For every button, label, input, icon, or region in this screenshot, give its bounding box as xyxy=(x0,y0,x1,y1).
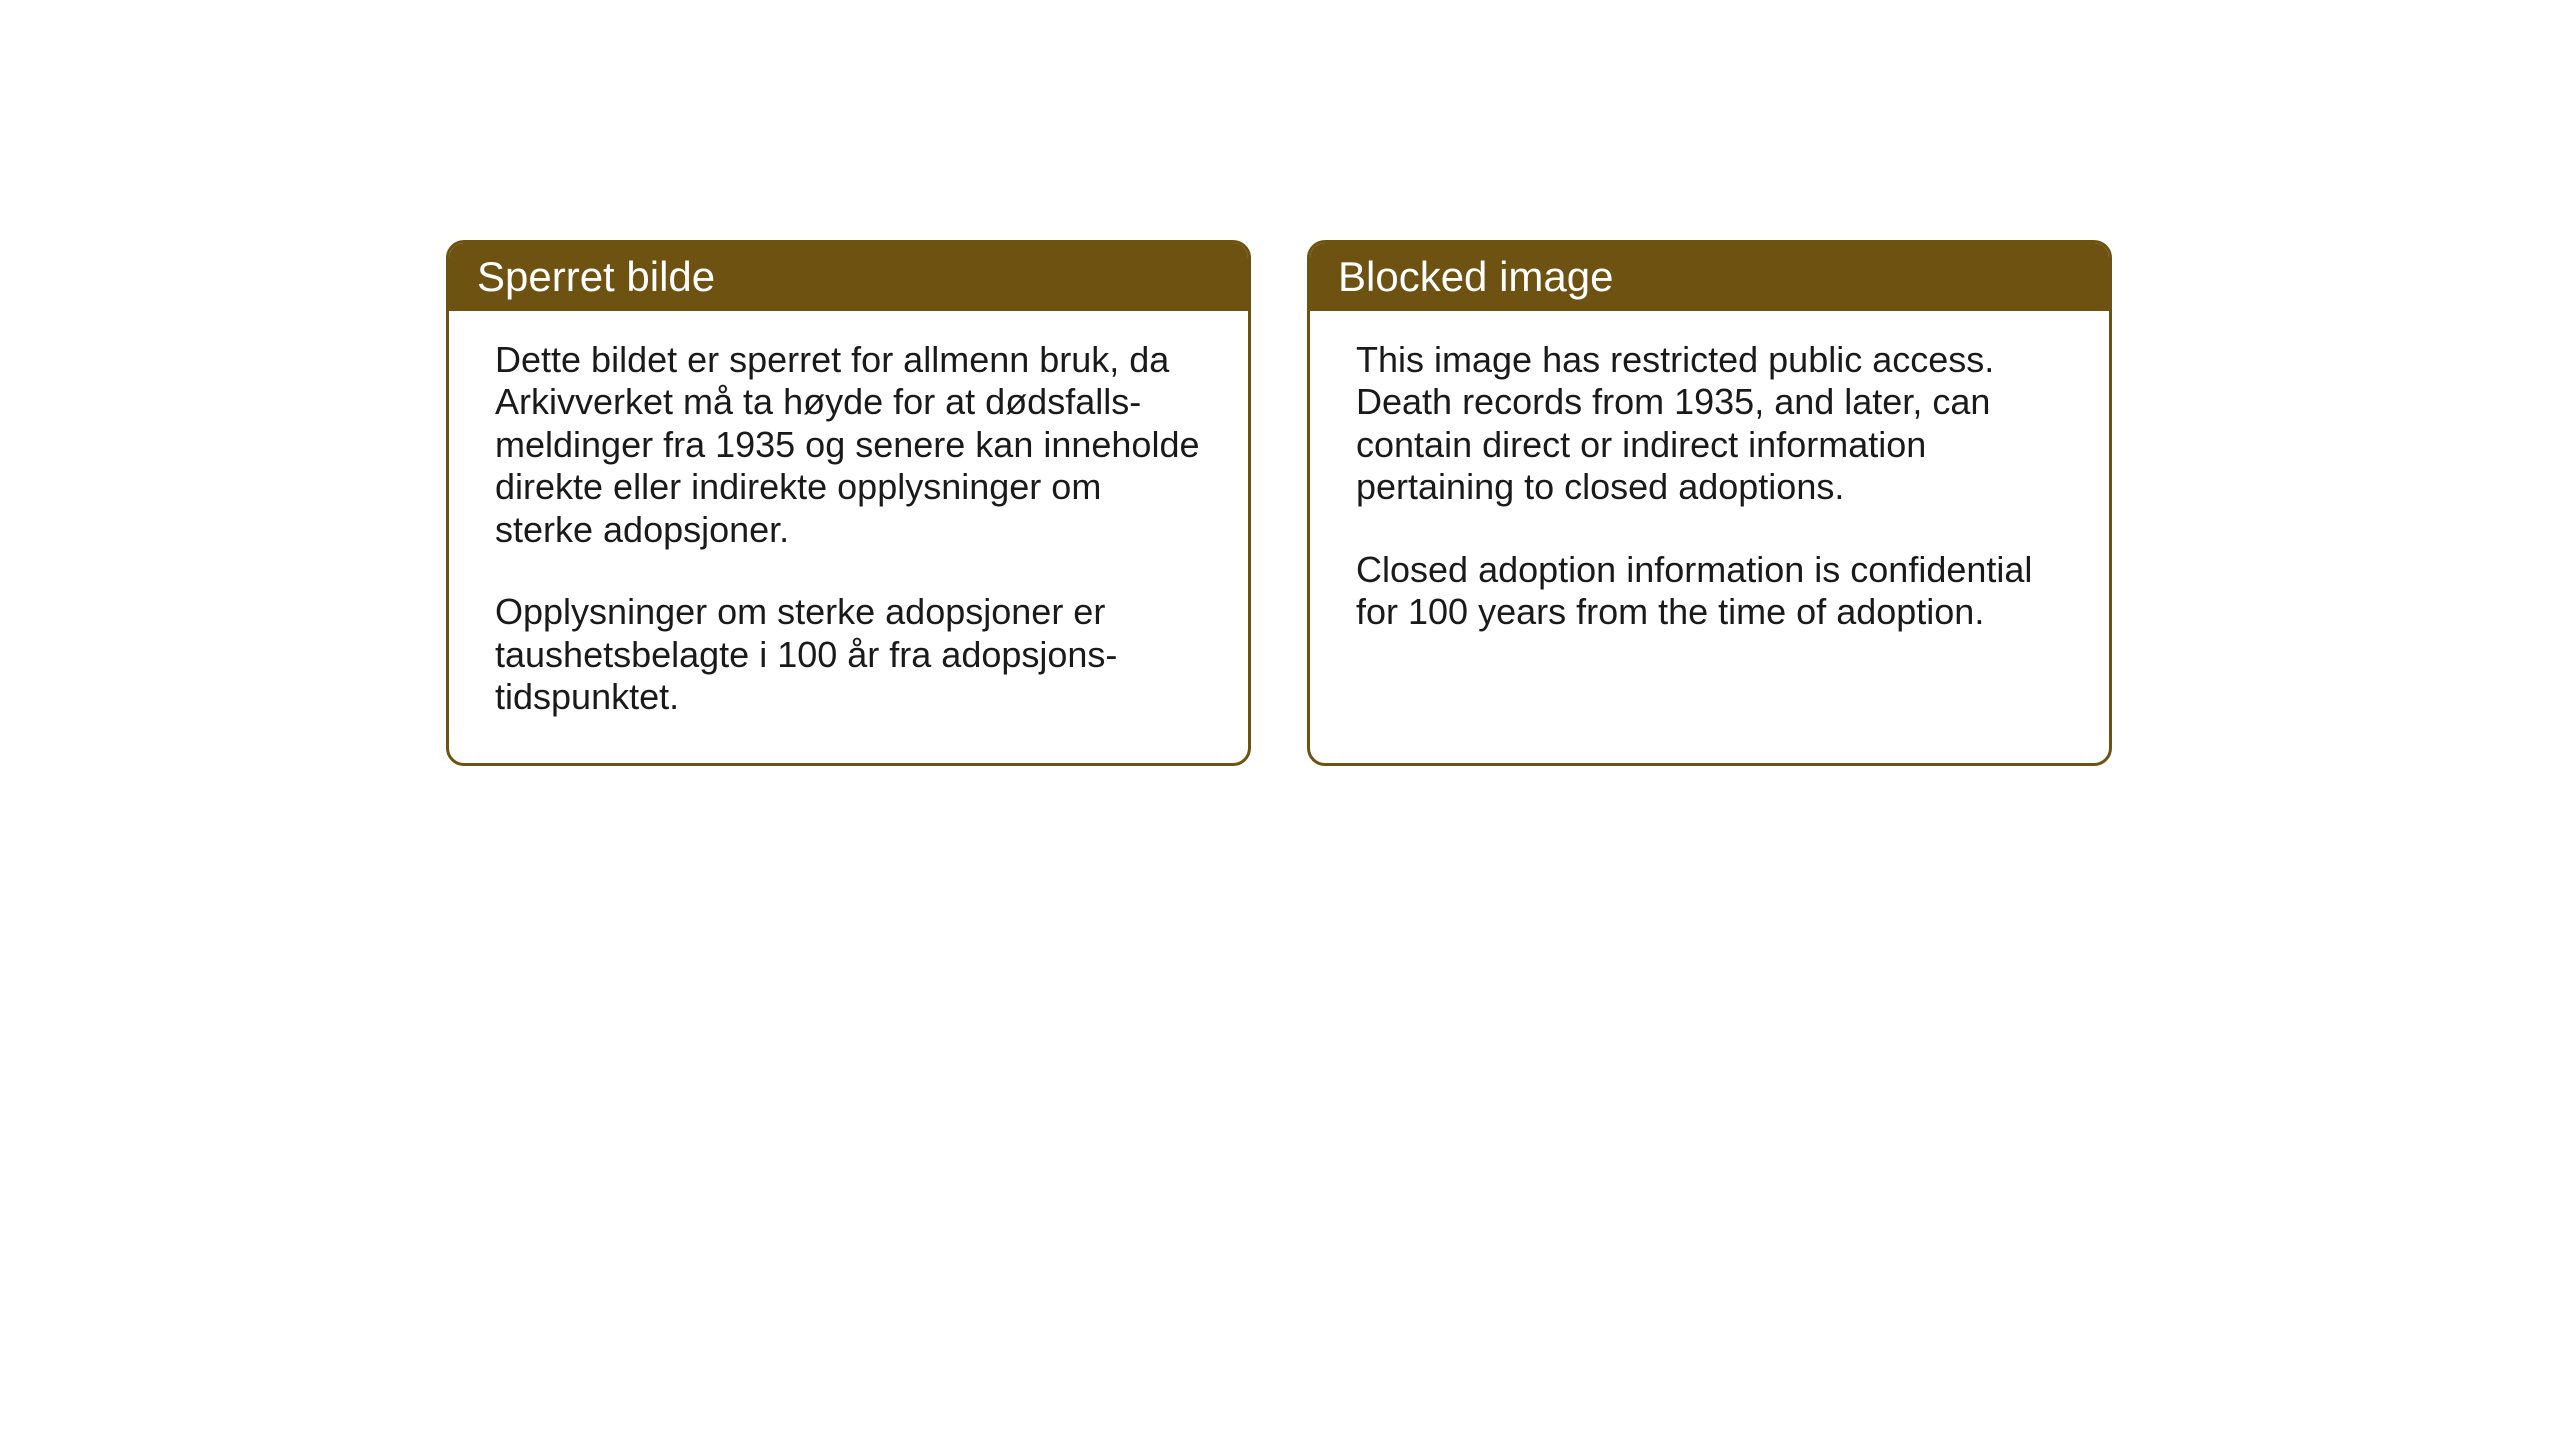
notice-title-english: Blocked image xyxy=(1338,253,1613,300)
notice-title-norwegian: Sperret bilde xyxy=(477,253,715,300)
notice-paragraph-1-english: This image has restricted public access.… xyxy=(1356,339,2063,509)
notice-paragraph-2-norwegian: Opplysninger om sterke adopsjoner er tau… xyxy=(495,591,1202,718)
notice-body-english: This image has restricted public access.… xyxy=(1310,311,2109,678)
notice-paragraph-2-english: Closed adoption information is confident… xyxy=(1356,549,2063,634)
notice-card-norwegian: Sperret bilde Dette bildet er sperret fo… xyxy=(446,240,1251,766)
notice-card-english: Blocked image This image has restricted … xyxy=(1307,240,2112,766)
notice-paragraph-1-norwegian: Dette bildet er sperret for allmenn bruk… xyxy=(495,339,1202,551)
notice-header-english: Blocked image xyxy=(1310,243,2109,311)
notice-header-norwegian: Sperret bilde xyxy=(449,243,1248,311)
notice-body-norwegian: Dette bildet er sperret for allmenn bruk… xyxy=(449,311,1248,763)
notice-container: Sperret bilde Dette bildet er sperret fo… xyxy=(446,240,2112,766)
